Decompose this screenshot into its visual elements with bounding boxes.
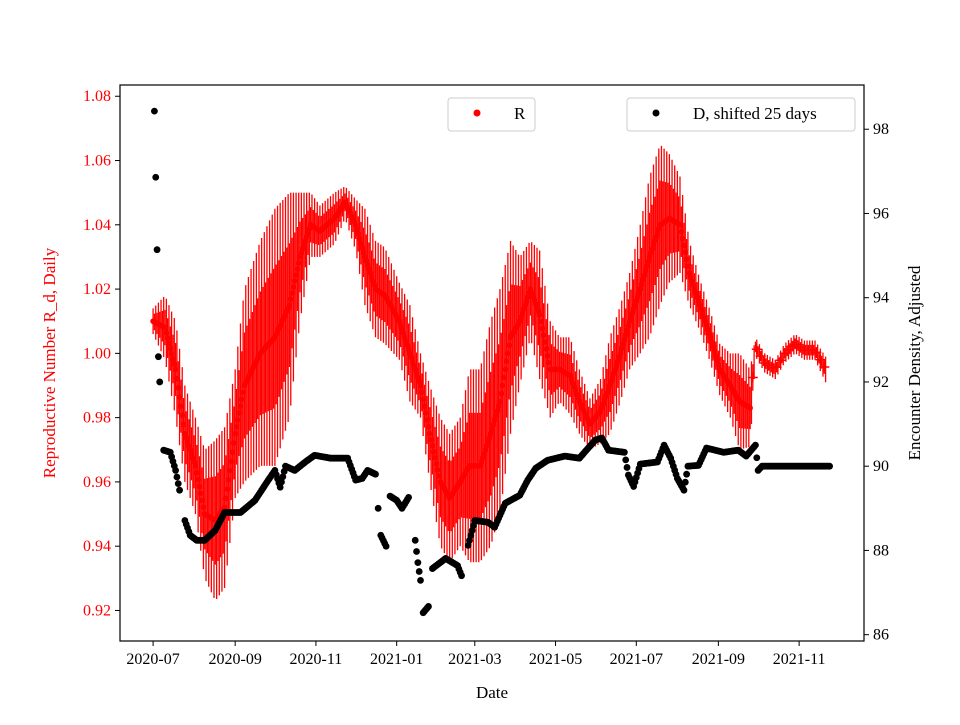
y-left-tick-label: 0.96 bbox=[83, 474, 111, 491]
y-left-tick-label: 1.06 bbox=[83, 153, 111, 170]
y-left-tick-label: 0.92 bbox=[83, 602, 111, 619]
d-point bbox=[411, 536, 419, 544]
d-point bbox=[752, 441, 759, 449]
y-right-tick-label: 90 bbox=[873, 458, 889, 475]
r-point-plus bbox=[815, 354, 826, 365]
y-right-tick-label: 92 bbox=[873, 374, 889, 391]
plot-frame bbox=[119, 84, 865, 642]
d-point bbox=[620, 448, 628, 456]
legend-r-marker bbox=[473, 109, 481, 117]
x-tick-label: 2021-03 bbox=[448, 651, 501, 668]
legend-r-label: R bbox=[514, 104, 526, 123]
d-point bbox=[276, 483, 284, 491]
d-point bbox=[417, 576, 424, 584]
d-point bbox=[680, 486, 688, 494]
legend-d-box bbox=[626, 97, 856, 132]
d-point bbox=[174, 480, 182, 488]
r-point-plus bbox=[819, 362, 830, 373]
d-point bbox=[173, 473, 181, 481]
d-point bbox=[154, 353, 162, 361]
y-right-tick-label: 88 bbox=[873, 542, 889, 559]
d-point bbox=[425, 603, 432, 610]
y-axis-right-label: Encounter Density, Adjusted bbox=[905, 265, 924, 460]
y-right-tick-label: 94 bbox=[873, 290, 889, 307]
d-point bbox=[278, 478, 285, 486]
d-series bbox=[151, 107, 833, 617]
legend-d-marker bbox=[652, 109, 660, 117]
y-axis-left: 0.92 0.94 0.96 0.98 1.00 1.02 1.04 1.06 1.08 bbox=[83, 88, 120, 619]
d-point bbox=[405, 493, 412, 501]
x-tick-label: 2021-11 bbox=[773, 651, 826, 668]
d-point bbox=[153, 246, 161, 254]
y-left-tick-label: 1.08 bbox=[83, 88, 111, 105]
x-tick-label: 2020-09 bbox=[209, 651, 262, 668]
x-tick-label: 2020-07 bbox=[126, 651, 179, 668]
d-point bbox=[753, 454, 761, 462]
d-point bbox=[414, 559, 422, 567]
legend-d: D, shifted 25 days bbox=[626, 97, 856, 132]
y-left-tick-label: 0.94 bbox=[83, 538, 111, 555]
d-point bbox=[152, 173, 160, 181]
x-tick-label: 2021-07 bbox=[610, 651, 663, 668]
d-point bbox=[623, 464, 631, 471]
x-axis: 2020-07 2020-09 2020-11 2021-01 2021-03 2021-… bbox=[126, 641, 825, 668]
d-point bbox=[279, 473, 287, 481]
y-left-tick-label: 1.04 bbox=[83, 217, 111, 234]
d-point bbox=[156, 378, 164, 386]
legend-d-label: D, shifted 25 days bbox=[693, 104, 817, 123]
d-point bbox=[458, 572, 465, 580]
r-point-plus bbox=[751, 344, 762, 355]
d-point bbox=[172, 467, 180, 474]
d-point bbox=[382, 542, 390, 550]
d-point bbox=[176, 486, 183, 494]
legend-r-box bbox=[447, 97, 536, 132]
r-point-plus bbox=[747, 372, 758, 383]
y-left-tick-label: 1.00 bbox=[83, 345, 111, 362]
y-right-tick-label: 86 bbox=[873, 627, 889, 644]
x-tick-label: 2021-09 bbox=[692, 651, 745, 668]
d-point bbox=[374, 504, 382, 512]
x-axis-label: Date bbox=[476, 683, 508, 702]
d-point bbox=[372, 470, 379, 478]
x-tick-label: 2021-05 bbox=[529, 651, 582, 668]
d-point bbox=[681, 478, 689, 486]
r-series bbox=[150, 145, 830, 599]
y-right-tick-label: 96 bbox=[873, 205, 889, 222]
d-point bbox=[622, 456, 630, 464]
x-tick-label: 2020-11 bbox=[290, 651, 343, 668]
d-point bbox=[413, 548, 420, 555]
d-point bbox=[683, 470, 691, 478]
x-tick-label: 2021-01 bbox=[370, 651, 423, 668]
y-axis-right: 86 88 90 92 94 96 98 bbox=[864, 121, 889, 644]
y-left-tick-label: 0.98 bbox=[83, 410, 111, 427]
legend-r: R bbox=[447, 97, 536, 132]
d-point bbox=[415, 568, 423, 575]
y-left-tick-label: 1.02 bbox=[83, 281, 111, 298]
d-point bbox=[826, 462, 833, 470]
d-point bbox=[151, 107, 158, 115]
r-point-plus bbox=[775, 355, 786, 366]
y-axis-left-label: Reproductive Number R_d, Daily bbox=[40, 247, 59, 478]
y-right-tick-label: 98 bbox=[873, 121, 889, 138]
